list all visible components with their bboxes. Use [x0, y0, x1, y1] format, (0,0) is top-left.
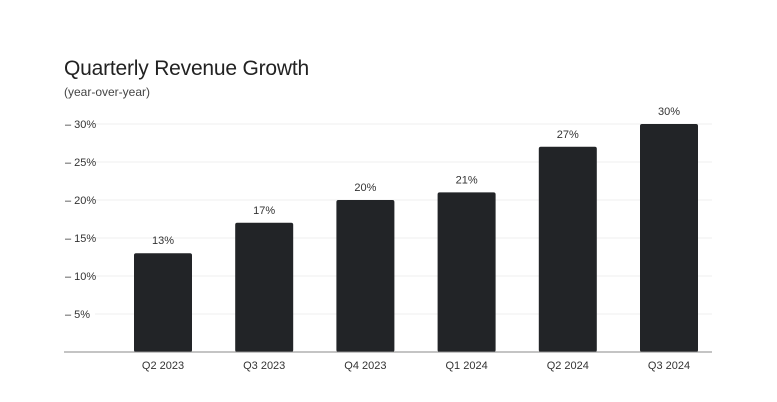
x-category-label: Q3 2023 — [243, 360, 285, 372]
x-category-label: Q4 2023 — [344, 360, 386, 372]
y-tick-label: – 25% — [65, 157, 96, 169]
chart-subtitle: (year-over-year) — [64, 85, 151, 99]
bar-value-label: 27% — [557, 129, 579, 141]
bar — [336, 200, 395, 352]
bar-value-label: 13% — [152, 235, 174, 247]
y-tick-label: – 15% — [65, 233, 96, 245]
gridlines: – 5% – 10% – 15% – 20% – 25% – 30% — [65, 119, 712, 321]
bar — [235, 222, 294, 352]
x-category-label: Q3 2024 — [648, 360, 690, 372]
y-tick-label: – 10% — [65, 271, 96, 283]
bar — [538, 146, 597, 352]
bar-value-label: 17% — [253, 205, 275, 217]
y-tick-label: – 30% — [65, 119, 96, 131]
bar — [437, 192, 496, 352]
bar-value-label: 30% — [658, 106, 680, 118]
y-tick-label: – 20% — [65, 195, 96, 207]
bars: 13% Q2 2023 17% Q3 2023 20% Q4 2023 21% Q1 2024… — [134, 106, 698, 372]
y-tick-label: – 5% — [65, 309, 90, 321]
x-category-label: Q1 2024 — [445, 360, 487, 372]
chart-title: Quarterly Revenue Growth — [64, 57, 309, 80]
bar — [134, 253, 192, 352]
bar-value-label: 20% — [354, 182, 376, 194]
x-category-label: Q2 2024 — [547, 360, 589, 372]
x-category-label: Q2 2023 — [142, 360, 184, 372]
bar-value-label: 21% — [456, 174, 478, 186]
bar — [640, 124, 698, 352]
